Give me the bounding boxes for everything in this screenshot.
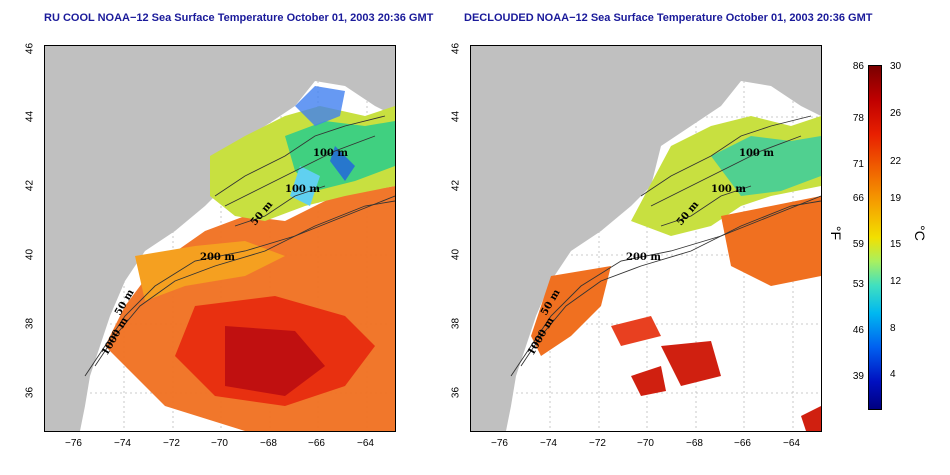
lon-tick: −76 [65, 438, 82, 449]
lat-tick: 40 [450, 248, 462, 261]
warm-water-patch [721, 196, 821, 286]
contour-label-100m-b: 100 m [285, 184, 320, 195]
left-map-graphic: 100 m 100 m 50 m 200 m 50 m 1000 m [45, 46, 395, 431]
lat-tick: 42 [24, 179, 36, 192]
fahrenheit-tick: 59 [852, 239, 864, 250]
lon-tick: −68 [260, 438, 277, 449]
right-map-title: DECLOUDED NOAA−12 Sea Surface Temperatur… [464, 12, 873, 24]
fahrenheit-tick: 53 [852, 279, 864, 290]
lon-tick: −72 [589, 438, 606, 449]
lon-tick: −74 [114, 438, 131, 449]
fahrenheit-tick: 86 [852, 61, 864, 72]
lat-tick: 42 [450, 179, 462, 192]
celsius-tick: 4 [890, 369, 896, 380]
lon-tick: −70 [637, 438, 654, 449]
lon-tick: −66 [734, 438, 751, 449]
contour-label-100m-a: 100 m [313, 148, 348, 159]
lat-tick: 46 [24, 42, 36, 55]
celsius-tick: 19 [890, 193, 902, 204]
lat-tick: 38 [450, 317, 462, 330]
celsius-tick: 22 [890, 156, 902, 167]
celsius-tick: 12 [890, 276, 902, 287]
contour-label-200m: 200 m [626, 252, 661, 263]
lon-tick: −64 [783, 438, 800, 449]
left-sst-map: 100 m 100 m 50 m 200 m 50 m 1000 m [44, 45, 396, 432]
fahrenheit-tick: 71 [852, 159, 864, 170]
lon-tick: −64 [357, 438, 374, 449]
land-mass [45, 46, 395, 431]
lat-tick: 36 [450, 386, 462, 399]
lat-tick: 36 [24, 386, 36, 399]
right-sst-map: 100 m 100 m 50 m 200 m 50 m 1000 m [470, 45, 822, 432]
fahrenheit-tick: 66 [852, 193, 864, 204]
bathymetry-contours [510, 115, 821, 377]
lon-tick: −72 [163, 438, 180, 449]
lat-tick: 44 [24, 110, 36, 123]
lat-tick: 46 [450, 42, 462, 55]
lat-tick: 38 [24, 317, 36, 330]
contour-label-200m: 200 m [200, 252, 235, 263]
bathymetry-contours [84, 115, 395, 377]
lon-tick: −66 [308, 438, 325, 449]
land-mass [471, 46, 821, 431]
right-map-graphic: 100 m 100 m 50 m 200 m 50 m 1000 m [471, 46, 821, 431]
lat-tick: 44 [450, 110, 462, 123]
lon-tick: −68 [686, 438, 703, 449]
contour-label-100m-b: 100 m [711, 184, 746, 195]
fahrenheit-tick: 46 [852, 325, 864, 336]
contour-label-100m-a: 100 m [739, 148, 774, 159]
fahrenheit-tick: 39 [852, 371, 864, 382]
lon-tick: −74 [540, 438, 557, 449]
fahrenheit-tick: 78 [852, 113, 864, 124]
celsius-unit-label: °C [911, 225, 928, 241]
celsius-tick: 15 [890, 239, 902, 250]
celsius-tick: 8 [890, 323, 896, 334]
lon-tick: −70 [211, 438, 228, 449]
lat-tick: 40 [24, 248, 36, 261]
fahrenheit-unit-label: °F [828, 225, 845, 241]
celsius-tick: 30 [890, 61, 902, 72]
temperature-colorbar [868, 65, 882, 410]
lon-tick: −76 [491, 438, 508, 449]
celsius-tick: 26 [890, 108, 902, 119]
left-map-title: RU COOL NOAA−12 Sea Surface Temperature … [44, 12, 434, 24]
